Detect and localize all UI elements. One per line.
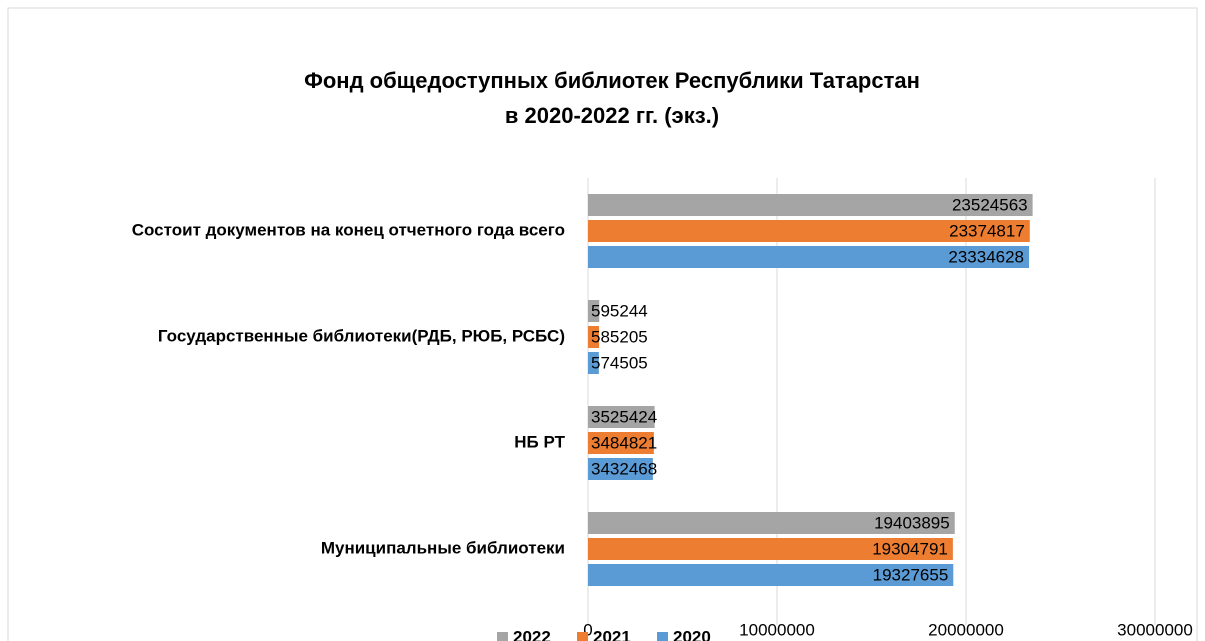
data-label: 585205: [591, 327, 648, 346]
bar: [588, 326, 600, 348]
bar: [588, 458, 653, 480]
data-label: 3484821: [591, 433, 657, 452]
bar: [588, 564, 954, 586]
bar: [588, 194, 1033, 216]
category-label: НБ РТ: [514, 432, 565, 451]
data-label: 19403895: [874, 513, 950, 532]
data-label: 19327655: [873, 565, 949, 584]
chart-title: в 2020-2022 гг. (экз.): [505, 103, 719, 128]
data-label: 595244: [591, 301, 648, 320]
bar: [588, 512, 955, 534]
chart-title: Фонд общедоступных библиотек Республики …: [304, 68, 920, 93]
bar: [588, 300, 600, 322]
data-label: 23374817: [949, 221, 1025, 240]
legend-label: 2020: [673, 627, 711, 641]
chart-border: [7, 7, 1198, 641]
data-label: 23524563: [952, 195, 1028, 214]
bar: [588, 538, 953, 560]
data-label: 574505: [591, 353, 648, 372]
category-label: Государственные библиотеки(РДБ, РЮБ, РСБ…: [158, 326, 565, 345]
bar: [588, 406, 655, 428]
category-label: Муниципальные библиотеки: [321, 538, 565, 557]
bar: [588, 352, 599, 374]
x-tick-label: 0: [583, 620, 592, 639]
bar: [588, 246, 1030, 268]
x-tick-label: 30000000: [1117, 620, 1193, 639]
data-label: 3432468: [591, 459, 657, 478]
legend-label: 2021: [593, 627, 631, 641]
x-tick-label: 10000000: [739, 620, 815, 639]
legend-swatch: [657, 632, 668, 641]
category-label: Состоит документов на конец отчетного го…: [132, 220, 565, 239]
data-label: 19304791: [872, 539, 948, 558]
bar: [588, 220, 1030, 242]
bar: [588, 432, 654, 454]
legend-swatch: [497, 632, 508, 641]
data-label: 23334628: [948, 247, 1024, 266]
legend-label: 2022: [513, 627, 551, 641]
legend-swatch: [577, 632, 588, 641]
x-tick-label: 20000000: [928, 620, 1004, 639]
data-label: 3525424: [591, 407, 657, 426]
